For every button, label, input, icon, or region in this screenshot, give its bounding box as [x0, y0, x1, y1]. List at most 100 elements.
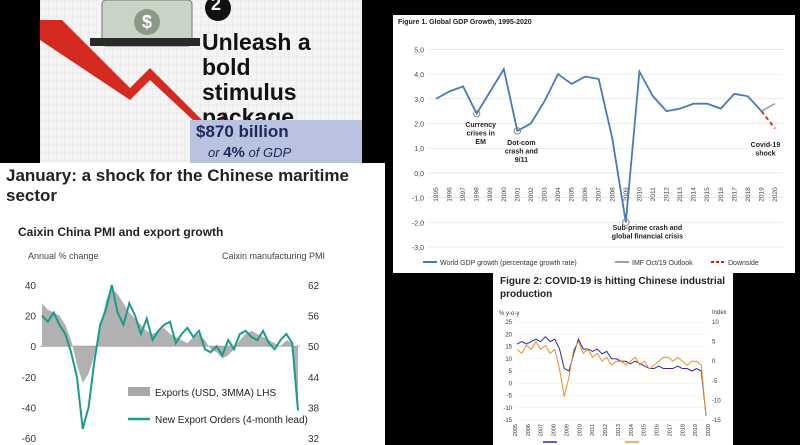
caixin-left-unit: Annual % change — [28, 251, 99, 261]
gdp-x-tick: 1996 — [447, 187, 454, 202]
gdp-y-tick: 3,0 — [414, 97, 424, 104]
industrial-right-unit: Index — [712, 310, 727, 316]
industrial-series-pmi — [516, 340, 707, 417]
stimulus-headline: Unleash a bold stimulus package. — [202, 30, 362, 130]
gdp-x-tick: 2001 — [514, 187, 521, 202]
industrial-x-tick: 2009 — [564, 424, 570, 436]
industrial-x-tick: 2006 — [526, 424, 532, 436]
industrial-right-tick: 0 — [712, 359, 716, 365]
industrial-x-tick: 2011 — [590, 424, 596, 436]
gdp-annotation-covid: shock — [755, 151, 775, 158]
industrial-x-tick: 2018 — [680, 424, 686, 436]
gdp-x-tick: 2004 — [555, 187, 562, 202]
caixin-right-tick: 38 — [308, 403, 320, 414]
gdp-y-tick: 5,0 — [414, 47, 424, 54]
industrial-x-tick: 2017 — [667, 424, 673, 436]
industrial-left-tick: 15 — [505, 345, 512, 351]
gdp-annotation-currency: Currency — [465, 122, 496, 129]
gdp-x-tick: 2015 — [704, 187, 711, 202]
caixin-right-tick: 44 — [308, 373, 320, 384]
gdp-x-tick: 2008 — [609, 187, 616, 202]
gdp-annotation-currency: EM — [475, 139, 486, 146]
caixin-series-orders — [41, 284, 299, 430]
gdp-series-world — [435, 66, 763, 223]
caixin-panel: January: a shock for the Chinese maritim… — [0, 163, 385, 445]
gdp-marker-currency — [472, 109, 481, 118]
caixin-left-tick: 0 — [30, 342, 36, 353]
industrial-x-tick: 2008 — [552, 424, 558, 436]
gdp-y-tick: -3,0 — [412, 245, 424, 252]
caixin-right-unit: Caixin manufacturing PMI — [222, 251, 326, 261]
gdp-x-tick: 1995 — [433, 187, 440, 202]
gdp-x-tick: 2017 — [731, 187, 738, 202]
stimulus-panel: $ 2 Unleash a bold stimulus package. $87… — [40, 0, 362, 168]
industrial-right-tick: 5 — [712, 340, 716, 346]
caixin-right-tick: 62 — [308, 281, 320, 292]
caixin-series-exports — [42, 288, 298, 408]
gdp-x-tick: 2003 — [541, 187, 548, 202]
caixin-left-tick: 40 — [25, 281, 37, 292]
share-text: or 4% of GDP — [208, 144, 292, 161]
caixin-left-tick: -20 — [22, 373, 37, 384]
down-arrow-icon — [40, 20, 240, 158]
industrial-title: Figure 2: COVID-19 is hitting Chinese in… — [500, 276, 726, 300]
industrial-x-tick: 2019 — [693, 424, 699, 436]
gdp-legend-world: World GDP growth (percentage growth rate… — [440, 260, 577, 267]
industrial-left-tick: 0 — [509, 381, 513, 387]
industrial-left-unit: % y-o-y — [499, 311, 519, 317]
industrial-x-tick: 2005 — [513, 424, 519, 436]
step-number: 2 — [211, 0, 222, 14]
step-badge — [205, 0, 231, 21]
gdp-marker-subprime — [622, 218, 630, 226]
headline-line-2: stimulus — [202, 79, 297, 105]
amount-box: $870 billion or 4% of GDP — [190, 120, 362, 166]
industrial-x-tick: 2020 — [706, 424, 712, 436]
industrial-chart: % y-o-y Index2520151050-5-10-151050-5-10-… — [499, 310, 727, 443]
gdp-panel: Figure 1. Global GDP Growth, 1995-2020 5… — [393, 15, 795, 273]
gdp-annotation-dotcom: Dot-com — [507, 140, 535, 147]
gdp-x-tick: 2019 — [758, 187, 765, 202]
gdp-x-tick: 2007 — [596, 187, 603, 202]
industrial-left-tick: -10 — [503, 406, 512, 412]
industrial-x-tick: 2014 — [629, 424, 635, 436]
gdp-title: Figure 1. Global GDP Growth, 1995-2020 — [398, 19, 532, 26]
gdp-y-tick: 0,0 — [414, 171, 424, 178]
gdp-x-tick: 2005 — [569, 187, 576, 202]
industrial-panel: Figure 2: COVID-19 is hitting Chinese in… — [493, 270, 733, 445]
industrial-right-tick: -10 — [712, 398, 721, 404]
caixin-right-tick: 50 — [308, 342, 320, 353]
gdp-x-tick: 2009 — [623, 187, 630, 202]
amount-text: $870 billion — [196, 122, 289, 141]
gdp-legend-downside: Downside — [728, 260, 759, 267]
gdp-annotation-subprime: global financial crisis — [612, 234, 683, 241]
industrial-x-tick: 2016 — [655, 424, 661, 436]
gdp-chart: 5,0 4,0 3,0 2,0 1,0 0,0 -1,0 -2,0 -3,0 1995 1996 19… — [412, 47, 783, 267]
caixin-left-tick: 20 — [25, 312, 37, 323]
gdp-annotation-subprime: Sub-prime crash and — [613, 225, 683, 232]
industrial-right-tick: -5 — [712, 379, 718, 385]
gdp-x-tick: 2011 — [650, 187, 657, 201]
caixin-left-tick: -60 — [22, 434, 37, 445]
gdp-x-tick: 2002 — [528, 187, 535, 202]
gdp-y-tick: -2,0 — [412, 220, 424, 227]
gdp-x-tick: 2012 — [664, 187, 671, 202]
gdp-y-tick: 4,0 — [414, 72, 424, 79]
gdp-x-tick: 2006 — [582, 187, 589, 202]
gdp-annotation-dotcom: 9/11 — [515, 157, 528, 164]
industrial-series-ip — [516, 335, 707, 416]
caixin-right-tick: 56 — [308, 312, 320, 323]
industrial-left-tick: 10 — [505, 357, 512, 363]
svg-text:$: $ — [142, 12, 152, 32]
gdp-x-tick: 2013 — [677, 187, 684, 202]
gdp-x-tick: 2020 — [772, 187, 779, 202]
gdp-x-tick: 1999 — [487, 187, 494, 202]
headline-line-1: Unleash a bold — [202, 29, 311, 80]
gdp-series-imf — [761, 103, 776, 112]
gdp-x-tick: 2014 — [691, 187, 698, 202]
caixin-legend-swatch-exports — [128, 387, 150, 396]
gdp-x-tick: 1997 — [460, 187, 467, 202]
gdp-x-tick: 1998 — [474, 187, 481, 202]
industrial-x-tick: 2007 — [539, 424, 545, 436]
gdp-x-tick: 2016 — [718, 187, 725, 202]
caixin-headline: January: a shock for the Chinese maritim… — [6, 166, 349, 205]
